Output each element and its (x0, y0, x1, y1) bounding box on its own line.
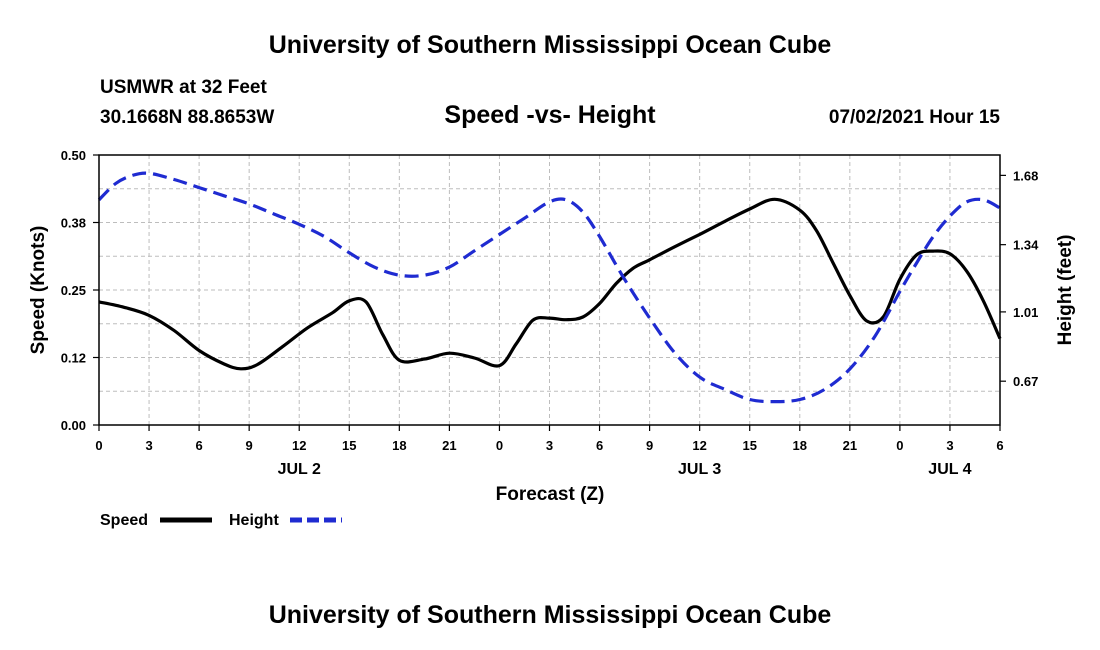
day-label: JUL 2 (278, 461, 321, 478)
y2-axis-label: Height (feet) (1055, 235, 1076, 346)
y-tick-label: 0.25 (61, 283, 86, 298)
legend-height-label: Height (229, 512, 279, 529)
x-tick-label: 18 (793, 438, 807, 453)
y-tick-label: 0.00 (61, 418, 86, 433)
x-tick-label: 6 (996, 438, 1003, 453)
y2-tick-label: 0.67 (1013, 374, 1038, 389)
x-axis-label: Forecast (Z) (496, 484, 605, 505)
day-label: JUL 4 (928, 461, 971, 478)
grid-lines (99, 155, 1000, 425)
location-label: 30.1668N 88.8653W (100, 107, 275, 128)
date-label: 07/02/2021 Hour 15 (828, 107, 1000, 128)
y-axis-label: Speed (Knots) (28, 226, 49, 355)
day-label: JUL 3 (678, 461, 721, 478)
y2-tick-label: 1.34 (1013, 238, 1039, 253)
x-tick-label: 15 (742, 438, 756, 453)
x-tick-label: 9 (646, 438, 653, 453)
x-tick-label: 6 (195, 438, 202, 453)
y-tick-label: 0.38 (61, 216, 86, 231)
y2-tick-label: 1.01 (1013, 305, 1038, 320)
series-layer (97, 171, 1002, 404)
x-tick-label: 0 (496, 438, 503, 453)
x-tick-label: 6 (596, 438, 603, 453)
x-tick-label: 12 (292, 438, 306, 453)
x-tick-label: 21 (843, 438, 857, 453)
x-tick-label: 15 (342, 438, 356, 453)
station-label: USMWR at 32 Feet (100, 77, 267, 98)
series-line-speed (98, 197, 1002, 371)
x-tick-label: 3 (145, 438, 152, 453)
y-tick-label: 0.12 (61, 351, 86, 366)
speed-height-chart: 0 3 6 9 12 15 18 21 0 3 6 9 12 15 18 21 0 3 6 JUL 2 JUL 3 JUL… (28, 148, 1076, 529)
page-title-bottom: University of Southern Mississippi Ocean… (268, 601, 832, 629)
x-tick-label: 0 (896, 438, 903, 453)
x-tick-label: 18 (392, 438, 406, 453)
page-title-top: University of Southern Mississippi Ocean… (268, 31, 832, 59)
x-tick-label: 21 (442, 438, 456, 453)
x-tick-label: 3 (546, 438, 553, 453)
chart-title: Speed -vs- Height (444, 101, 656, 129)
x-tick-label: 3 (946, 438, 953, 453)
series-line-height (97, 171, 1001, 404)
y2-tick-label: 1.68 (1013, 168, 1038, 183)
legend-speed-label: Speed (100, 512, 148, 529)
x-tick-label: 12 (692, 438, 706, 453)
y-tick-label: 0.50 (61, 148, 86, 163)
x-tick-label: 9 (246, 438, 253, 453)
legend: Speed Height (100, 512, 342, 529)
tick-labels: 0 3 6 9 12 15 18 21 0 3 6 9 12 15 18 21 0 3 6 JUL 2 JUL 3 JUL… (61, 148, 1039, 478)
x-tick-label: 0 (95, 438, 102, 453)
